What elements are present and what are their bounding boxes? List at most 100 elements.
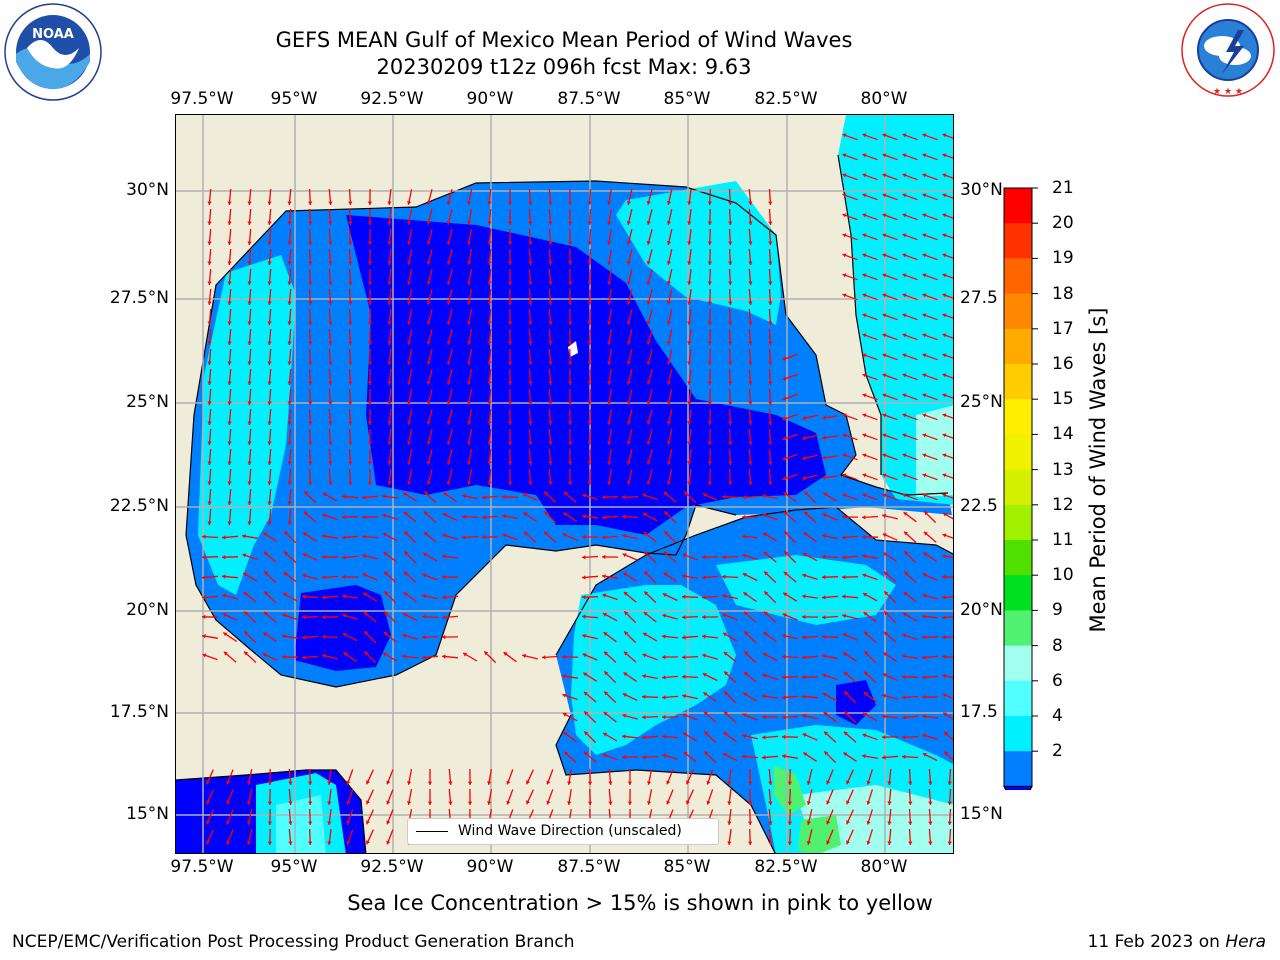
direction-arrow-head [624, 651, 628, 656]
colorbar-swatch [1004, 293, 1032, 330]
lat-tick-right: 15°N [960, 804, 1003, 824]
direction-arrow-head [822, 415, 826, 420]
direction-arrow-head [922, 493, 927, 498]
direction-arrow-head [762, 714, 766, 720]
direction-arrow-head [922, 213, 927, 218]
direction-arrow-head [387, 361, 392, 365]
direction-arrow-head [422, 655, 426, 660]
direction-arrow-head [727, 781, 732, 785]
direction-arrow-head [587, 321, 592, 325]
direction-arrow-head [568, 441, 573, 445]
direction-arrow-head [328, 341, 333, 345]
direction-arrow-head [322, 634, 326, 639]
direction-arrow-head [862, 393, 867, 398]
colorbar-label: 13 [1052, 459, 1074, 480]
direction-arrow-head [842, 473, 847, 478]
direction-arrow-head [843, 752, 848, 757]
direction-arrow-head [728, 241, 733, 245]
direction-arrow-head [348, 401, 353, 405]
direction-arrow-head [588, 781, 593, 785]
direction-arrow-head [646, 340, 651, 345]
direction-arrow-head [882, 673, 887, 677]
direction-arrow-head [327, 781, 332, 785]
direction-arrow-head [467, 201, 472, 205]
direction-arrow-head [227, 361, 232, 365]
direction-arrow-head [484, 651, 489, 656]
direction-arrow-head [768, 221, 773, 225]
direction-arrow-head [327, 841, 332, 845]
direction-arrow-head [687, 241, 692, 245]
direction-arrow-head [267, 201, 272, 205]
direction-arrow-head [544, 491, 549, 496]
direction-arrow-head [308, 401, 313, 405]
direction-arrow-head [782, 436, 787, 441]
direction-arrow-head [922, 714, 926, 719]
direction-arrow-head [707, 281, 712, 285]
direction-arrow-head [626, 341, 631, 345]
direction-arrow-head [942, 693, 947, 698]
direction-arrow-head [782, 456, 787, 461]
direction-arrow-head [403, 592, 408, 597]
direction-arrow-head [363, 611, 368, 616]
direction-arrow-head [367, 281, 373, 285]
direction-arrow-head [583, 691, 588, 696]
direction-arrow-head [507, 341, 513, 345]
direction-arrow-head [202, 555, 206, 560]
direction-arrow-head [247, 301, 252, 305]
direction-arrow-head [702, 614, 706, 620]
direction-arrow-head [246, 801, 252, 805]
direction-arrow-head [666, 441, 672, 445]
direction-arrow-head [908, 801, 913, 805]
direction-arrow-head [666, 221, 672, 225]
direction-arrow-head [247, 441, 252, 445]
direction-arrow-head [882, 433, 887, 438]
direction-arrow-head [728, 261, 733, 265]
direction-arrow-head [822, 615, 826, 620]
direction-arrow-head [942, 173, 947, 178]
direction-arrow-head [842, 293, 847, 298]
direction-arrow-head [922, 453, 927, 458]
direction-arrow-head [202, 634, 206, 639]
direction-arrow-head [768, 461, 773, 465]
colorbar-label: 15 [1052, 389, 1074, 410]
direction-arrow-head [846, 800, 850, 805]
colorbar-label: 6 [1052, 670, 1063, 691]
direction-arrow-head [942, 635, 946, 640]
direction-arrow-head [402, 633, 407, 638]
direction-arrow-head [242, 534, 246, 539]
direction-arrow-head [287, 441, 292, 445]
direction-arrow-head [768, 821, 773, 825]
lat-tick-left: 20°N [126, 600, 169, 620]
direction-arrow-head [602, 554, 606, 560]
direction-arrow-head [922, 694, 926, 700]
direction-arrow-head [387, 201, 392, 205]
direction-arrow-head [562, 533, 567, 538]
colorbar-swatch [1004, 469, 1032, 506]
direction-arrow-head [748, 321, 753, 325]
lat-tick-left: 25°N [126, 392, 169, 412]
direction-arrow-head [806, 801, 811, 805]
direction-arrow-head [666, 281, 672, 285]
direction-arrow-head [244, 651, 249, 656]
direction-arrow-head [862, 373, 867, 378]
direction-arrow-head [607, 261, 612, 265]
direction-arrow-head [646, 220, 651, 225]
direction-arrow-head [902, 393, 907, 398]
colorbar-label: 12 [1052, 494, 1074, 515]
direction-arrow-head [707, 321, 712, 325]
direction-arrow-head [267, 821, 272, 825]
direction-arrow-head [247, 341, 252, 345]
direction-arrow-head [727, 841, 732, 845]
direction-arrow-head [942, 595, 946, 600]
direction-arrow-head [687, 361, 692, 365]
direction-arrow-head [487, 341, 492, 345]
direction-arrow-head [308, 201, 313, 205]
direction-arrow-head [426, 440, 431, 445]
direction-arrow-head [743, 671, 748, 676]
direction-arrow-head [704, 731, 709, 736]
direction-arrow-head [287, 481, 292, 485]
direction-arrow-head [864, 651, 869, 656]
direction-arrow-head [887, 801, 892, 805]
direction-arrow-head [482, 515, 486, 520]
direction-arrow-head [308, 381, 313, 385]
